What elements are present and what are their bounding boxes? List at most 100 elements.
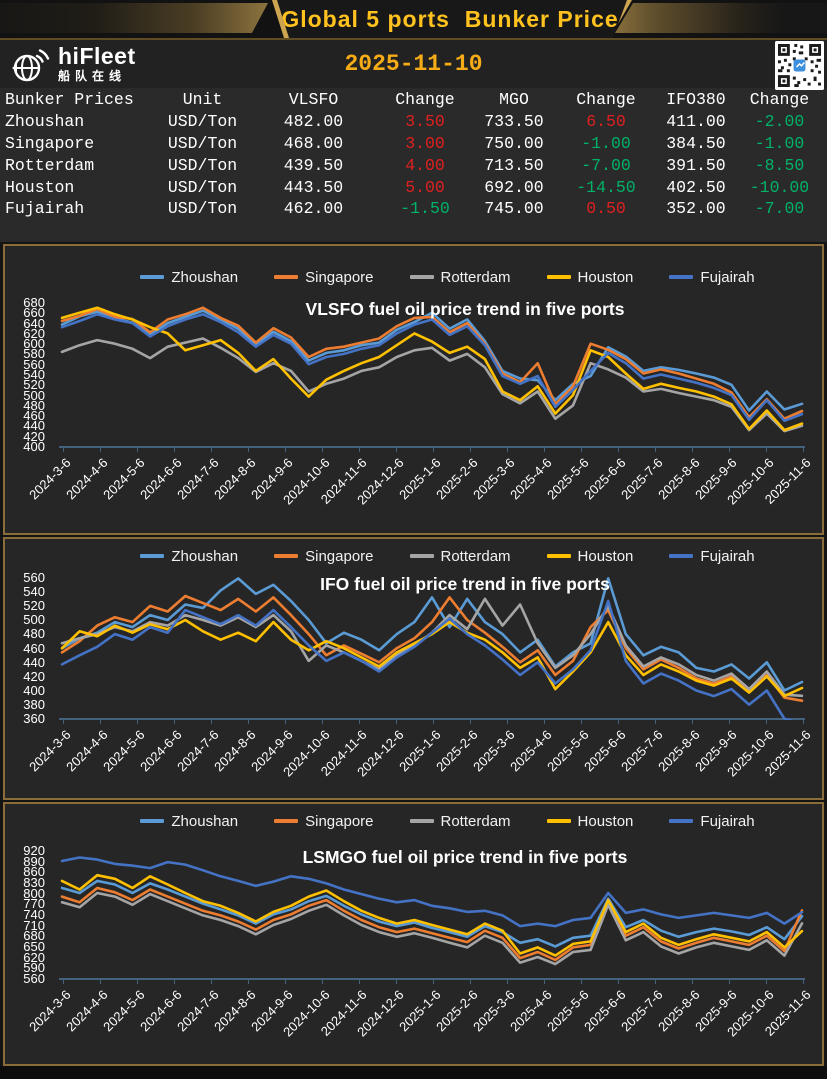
- legend-item: Rotterdam: [409, 547, 511, 565]
- table-cell: 352.00: [666, 199, 726, 219]
- y-tick-label: 480: [23, 397, 45, 413]
- table-cell: 468.00: [283, 133, 344, 153]
- y-tick-label: 500: [23, 387, 45, 403]
- x-axis-tick: [100, 980, 101, 984]
- legend-swatch: [140, 819, 165, 823]
- legend-item: Rotterdam: [409, 269, 511, 286]
- series-rotterdam: [60, 891, 804, 966]
- y-tick-label: 520: [23, 377, 45, 393]
- table-cell: USD/Ton: [167, 199, 238, 219]
- table-cell: 411.00: [666, 112, 726, 132]
- legend-item: Houston: [546, 269, 633, 286]
- x-tick-label: 2025-11-6: [761, 987, 814, 1039]
- legend-label: Singapore: [305, 268, 374, 286]
- series-singapore: [60, 306, 804, 420]
- x-axis-tick: [359, 980, 360, 984]
- x-axis-tick: [322, 720, 323, 724]
- legend-label: Rotterdam: [440, 547, 511, 565]
- legend-item: Singapore: [274, 548, 374, 565]
- y-tick-label: 420: [23, 668, 45, 684]
- x-axis-tick: [507, 720, 508, 724]
- legend-swatch: [140, 554, 165, 558]
- series-zhoushan: [60, 577, 804, 692]
- chart-legend: Zhoushan Singapore Rotterdam Houston Fujaira…: [5, 268, 822, 286]
- banner-right-wedge: [615, 3, 827, 33]
- y-tick-label: 560: [23, 971, 45, 986]
- x-axis-tick: [322, 448, 323, 452]
- x-axis-tick: [766, 980, 767, 984]
- y-tick-label: 860: [23, 864, 45, 880]
- x-axis-tick: [63, 980, 64, 984]
- x-axis-tick: [581, 980, 582, 984]
- report-date: 2025-11-10: [344, 51, 483, 77]
- banner-title-plate: Global 5 ports Bunker Price: [277, 0, 627, 38]
- legend-swatch: [409, 819, 434, 823]
- table-cell: 3.50: [405, 112, 445, 132]
- x-axis-tick: [470, 448, 471, 452]
- y-tick-label: 600: [23, 336, 45, 352]
- y-tick-label: 640: [23, 315, 45, 331]
- price-table-body: Zhoushan USD/Ton 482.00 3.50 733.50 6.50 411.0…: [0, 111, 827, 220]
- x-axis-tick: [137, 448, 138, 452]
- legend-swatch: [546, 275, 571, 279]
- lsmgo-chart-section: Zhoushan Singapore Rotterdam Houston Fujaira…: [3, 802, 824, 1066]
- y-tick-label: 680: [23, 928, 45, 944]
- chart-legend: Zhoushan Singapore Rotterdam Houston Fujaira…: [5, 547, 822, 565]
- y-tick-label: 620: [23, 949, 45, 965]
- y-tick-label: 660: [23, 305, 45, 321]
- table-cell: 6.50: [586, 112, 626, 132]
- table-cell: -1.50: [400, 199, 450, 219]
- y-tick-label: 440: [23, 654, 45, 670]
- table-cell: -1.00: [754, 133, 805, 153]
- brand-row: hiFleet 船队在线 2025-11-10: [0, 40, 827, 90]
- legend-label: Houston: [577, 547, 634, 565]
- y-tick-label: 620: [23, 325, 45, 341]
- table-cell: 4.00: [405, 155, 445, 175]
- table-row: Singapore USD/Ton 468.00 3.00 750.00 -1.00 384…: [0, 133, 827, 155]
- x-axis-tick: [174, 980, 175, 984]
- x-axis-tick: [507, 448, 508, 452]
- table-header-cell: Bunker Prices: [5, 90, 134, 110]
- table-cell: -14.50: [576, 177, 636, 197]
- x-axis-tick: [211, 720, 212, 724]
- x-axis-tick: [100, 720, 101, 724]
- x-axis-tick: [433, 720, 434, 724]
- x-axis-tick: [359, 448, 360, 452]
- x-axis-tick: [692, 980, 693, 984]
- legend-label: Zhoushan: [171, 547, 239, 565]
- x-axis-tick: [396, 980, 397, 984]
- banner-left-wedge: [0, 3, 268, 33]
- brand-name-cn: 船队在线: [58, 68, 127, 83]
- legend-swatch: [409, 554, 434, 558]
- table-cell: 443.50: [283, 177, 344, 197]
- table-cell: USD/Ton: [167, 177, 238, 197]
- series-rotterdam: [60, 337, 804, 433]
- table-row: Rotterdam USD/Ton 439.50 4.00 713.50 -7.00 391…: [0, 154, 827, 176]
- legend-swatch: [669, 554, 694, 558]
- x-axis-tick: [100, 448, 101, 452]
- legend-swatch: [274, 554, 299, 558]
- x-axis-tick: [174, 720, 175, 724]
- y-tick-label: 420: [23, 428, 45, 444]
- legend-swatch: [546, 819, 571, 823]
- plot-area: [59, 302, 805, 448]
- legend-item: Zhoushan: [140, 813, 238, 830]
- y-tick-label: 800: [23, 885, 45, 901]
- chart-title: VLSFO fuel oil price trend in five ports: [305, 299, 625, 319]
- x-axis-tick: [174, 448, 175, 452]
- table-cell: Houston: [5, 177, 75, 197]
- table-header-cell: Change: [395, 90, 455, 110]
- y-tick-label: 460: [23, 640, 45, 656]
- table-cell: -7.00: [754, 199, 805, 219]
- table-cell: 745.00: [484, 199, 544, 219]
- x-axis-tick: [248, 448, 249, 452]
- series-houston: [60, 873, 804, 957]
- x-axis-tick: [655, 448, 656, 452]
- legend-label: Fujairah: [700, 547, 755, 565]
- table-cell: 482.00: [283, 112, 344, 132]
- table-cell: 384.50: [666, 133, 726, 153]
- table-header-row: Bunker Prices Unit VLSFO Change MGO Change IFO…: [0, 89, 827, 111]
- table-header-cell: MGO: [499, 90, 529, 110]
- legend-label: Zhoushan: [171, 268, 239, 286]
